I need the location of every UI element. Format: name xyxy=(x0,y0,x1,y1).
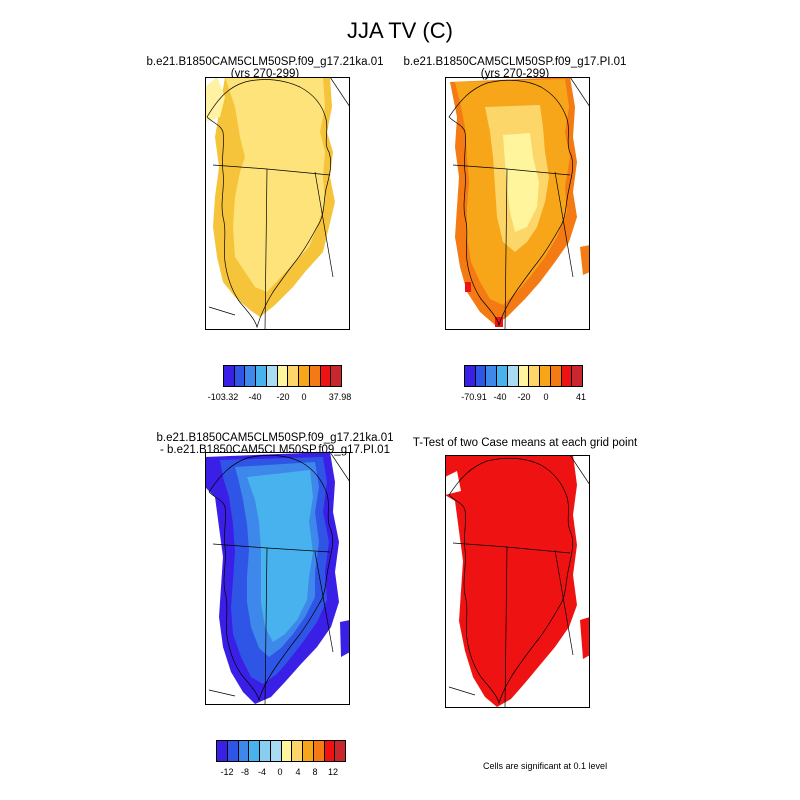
colorbar-swatch xyxy=(518,366,530,386)
colorbar-swatch xyxy=(277,366,289,386)
colorbar-swatch xyxy=(234,366,246,386)
colorbar-swatch xyxy=(245,366,257,386)
colorbar-swatch xyxy=(292,741,303,761)
panel-ka-title-line1: b.e21.B1850CAM5CLM50SP.f09_g17.21ka.01 xyxy=(146,56,384,68)
colorbar-swatch xyxy=(270,741,282,761)
ka-coastline xyxy=(206,77,350,330)
colorbar-swatch xyxy=(260,741,271,761)
panel-ttest-title-line1: T-Test of two Case means at each grid po… xyxy=(412,437,638,449)
greenland-ttest-fill xyxy=(445,455,590,707)
colorbar-swatch xyxy=(266,366,278,386)
greenland-diff-fill xyxy=(205,452,350,704)
colorbar-ka-label: 37.98 xyxy=(328,392,352,402)
colorbar-ka-label: -20 xyxy=(276,392,290,402)
map-frame-ttest xyxy=(445,455,590,708)
colorbar-swatch xyxy=(313,741,325,761)
colorbar-swatch xyxy=(540,366,551,386)
panel-diff-title-line1: b.e21.B1850CAM5CLM50SP.f09_g17.21ka.01 xyxy=(156,432,394,444)
map-frame-ka xyxy=(205,77,350,330)
greenland-ka-fill xyxy=(205,77,335,317)
colorbar-pi-label: 41 xyxy=(575,392,587,402)
colorbar-ka-label: -103.32 xyxy=(207,392,239,402)
colorbar-swatch xyxy=(475,366,487,386)
colorbar-diff-label: -4 xyxy=(257,767,267,777)
panel-ttest-title: T-Test of two Case means at each grid po… xyxy=(395,437,655,449)
ttest-coastline xyxy=(448,455,590,708)
colorbar-swatch xyxy=(572,366,583,386)
colorbar-swatch xyxy=(331,366,342,386)
colorbar-swatch xyxy=(227,741,239,761)
colorbar-diff-label: 8 xyxy=(312,767,318,777)
colorbar-swatch xyxy=(529,366,541,386)
diff-coastline xyxy=(208,452,350,705)
figure-title: JJA TV (C) xyxy=(347,18,453,43)
colorbar-swatch xyxy=(288,366,300,386)
pi-coastline xyxy=(448,77,590,330)
colorbar-swatch xyxy=(303,741,314,761)
colorbar-pi-label: 0 xyxy=(543,392,549,402)
colorbar-diff-label: 4 xyxy=(295,767,301,777)
colorbar-diff-label: -12 xyxy=(220,767,234,777)
colorbar-pi xyxy=(464,365,583,387)
colorbar-swatch xyxy=(335,741,345,761)
significance-note: Cells are significant at 0.1 level xyxy=(483,761,608,771)
colorbar-diff-label: 0 xyxy=(277,767,283,777)
colorbar-pi-label: -20 xyxy=(517,392,531,402)
panel-pi-title-line1: b.e21.B1850CAM5CLM50SP.f09_g17.PI.01 xyxy=(403,56,627,68)
colorbar-ka-label: -40 xyxy=(248,392,262,402)
colorbar-swatch xyxy=(309,366,321,386)
map-frame-pi xyxy=(445,77,590,330)
colorbar-swatch xyxy=(465,366,476,386)
colorbar-diff-label: 12 xyxy=(327,767,339,777)
colorbar-swatch xyxy=(281,741,293,761)
colorbar-ka-label: 0 xyxy=(301,392,307,402)
colorbar-diff-label: -8 xyxy=(240,767,250,777)
map-panel-ka xyxy=(205,77,350,330)
colorbar-swatch xyxy=(324,741,336,761)
colorbar-swatch xyxy=(486,366,498,386)
colorbar-swatch xyxy=(299,366,310,386)
colorbar-pi-label: -70.91 xyxy=(461,392,487,402)
map-panel-diff xyxy=(205,452,350,705)
map-panel-ttest xyxy=(445,455,590,708)
colorbar-swatch xyxy=(217,741,228,761)
colorbar-swatch xyxy=(256,366,267,386)
colorbar-swatch xyxy=(320,366,332,386)
greenland-pi-fill xyxy=(450,77,590,327)
colorbar-swatch xyxy=(497,366,508,386)
colorbar-ka xyxy=(223,365,342,387)
colorbar-swatch xyxy=(249,741,260,761)
colorbar-diff xyxy=(216,740,346,762)
map-panel-pi xyxy=(445,77,590,330)
colorbar-swatch xyxy=(224,366,235,386)
colorbar-swatch xyxy=(507,366,519,386)
colorbar-swatch xyxy=(238,741,250,761)
colorbar-swatch xyxy=(550,366,562,386)
colorbar-pi-label: -40 xyxy=(493,392,507,402)
colorbar-swatch xyxy=(561,366,573,386)
map-frame-diff xyxy=(205,452,350,705)
